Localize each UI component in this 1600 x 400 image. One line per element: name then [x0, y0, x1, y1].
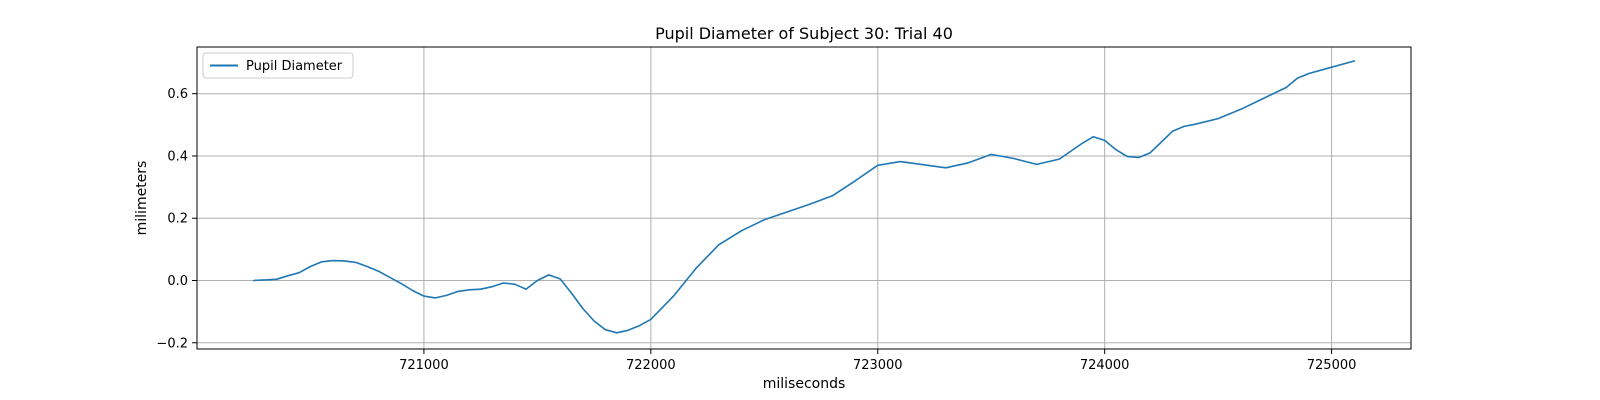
legend-label: Pupil Diameter — [246, 59, 343, 74]
legend-box — [202, 52, 354, 79]
ticks: 721000 722000 723000 724000 725000 −0.2 0.0 0.2… — [156, 87, 1356, 373]
series-layer — [252, 60, 1356, 334]
x-tick-label: 721000 — [399, 358, 449, 373]
y-tick-label: 0.2 — [167, 212, 188, 227]
chart-title: Pupil Diameter of Subject 30: Trial 40 — [655, 24, 953, 43]
grid — [197, 47, 1411, 349]
series-line-pupil-diameter — [252, 60, 1356, 334]
x-tick-label: 723000 — [853, 358, 903, 373]
y-tick-label: −0.2 — [156, 336, 188, 351]
x-tick-label: 724000 — [1080, 358, 1130, 373]
x-tick-label: 725000 — [1307, 358, 1357, 373]
y-axis-title: milimeters — [134, 161, 150, 236]
x-tick-label: 722000 — [626, 358, 676, 373]
plot-frame — [196, 46, 1412, 350]
x-axis-title: miliseconds — [763, 376, 846, 392]
y-tick-label: 0.6 — [167, 87, 188, 102]
y-tick-label: 0.0 — [167, 274, 188, 289]
y-tick-label: 0.4 — [167, 149, 188, 164]
legend: Pupil Diameter — [202, 52, 354, 79]
